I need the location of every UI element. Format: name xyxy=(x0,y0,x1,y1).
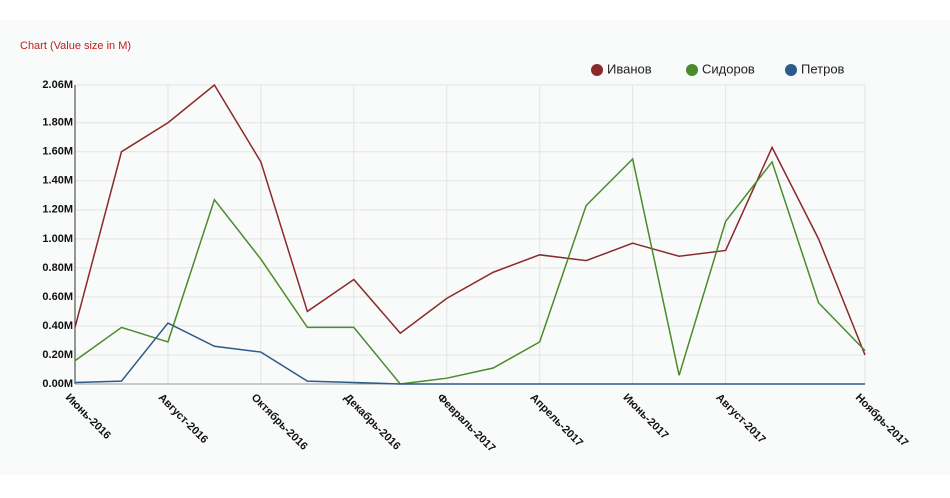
legend-label: Иванов xyxy=(607,61,652,76)
legend-marker xyxy=(785,64,797,76)
y-tick-label: 1.20M xyxy=(42,204,73,216)
legend-label: Сидоров xyxy=(702,61,755,76)
y-tick-label: 1.80M xyxy=(42,117,73,129)
legend-label: Петров xyxy=(801,61,845,76)
chart-title: Chart (Value size in M) xyxy=(20,40,131,52)
y-tick-label: 0.60M xyxy=(42,291,73,303)
y-tick-label: 1.00M xyxy=(42,233,73,245)
y-tick-label: 0.00M xyxy=(42,378,73,390)
series-line xyxy=(74,157,866,385)
series-line xyxy=(74,83,866,356)
y-tick-label: 0.40M xyxy=(42,320,73,332)
y-tick-label: 2.06M xyxy=(42,79,73,91)
y-tick-label: 1.40M xyxy=(42,175,73,187)
y-tick-label: 0.80M xyxy=(42,262,73,274)
legend-marker xyxy=(591,64,603,76)
y-tick-label: 1.60M xyxy=(42,146,73,158)
y-tick-label: 0.20M xyxy=(42,349,73,361)
legend-marker xyxy=(686,64,698,76)
series-line xyxy=(74,322,865,385)
panel xyxy=(0,20,950,475)
